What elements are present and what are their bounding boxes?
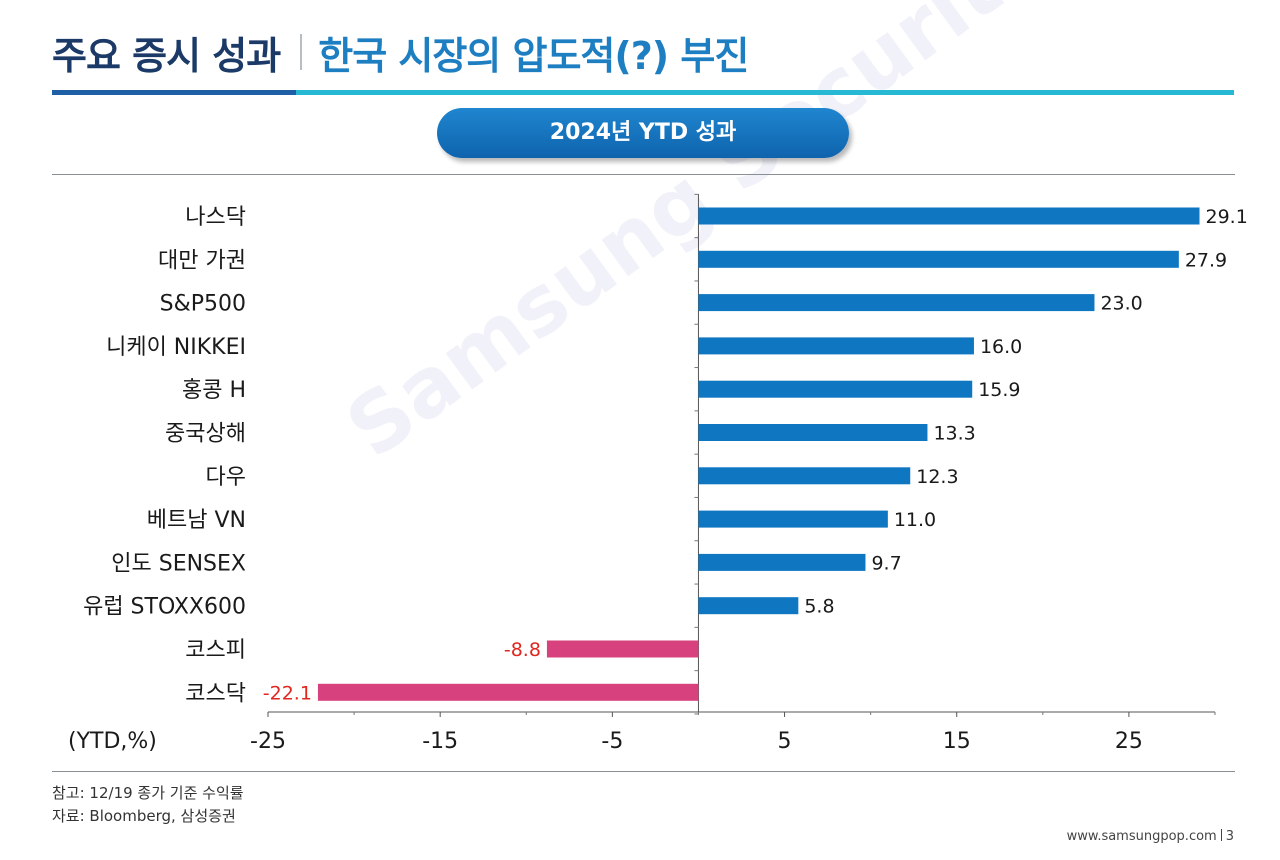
value-label: 23.0: [1100, 293, 1142, 315]
category-label: 베트남 VN: [147, 508, 246, 533]
category-label: 대만 가권: [158, 248, 246, 273]
performance-bar-chart: -25 -15 -5 5 15 25 (YTD,%) 나스닥 29.1 대만 가권 27.9 S&P5…: [68, 193, 1248, 754]
category-label: 다우: [206, 465, 246, 490]
bar: [698, 597, 799, 615]
footer: www.samsungpop.com 3: [1067, 829, 1234, 844]
page-number: 3: [1225, 829, 1234, 844]
axis-unit-label: (YTD,%): [68, 729, 157, 754]
bar: [698, 207, 1200, 225]
bar: [317, 683, 699, 701]
bar: [698, 553, 866, 571]
footer-divider: [1220, 829, 1222, 841]
x-tick-label: 15: [943, 729, 971, 754]
note-source: 자료: Bloomberg, 삼성증권: [52, 807, 236, 825]
category-label: 나스닥: [185, 205, 246, 230]
value-label: 16.0: [980, 336, 1022, 358]
value-label: -8.8: [504, 639, 541, 661]
value-label: -22.1: [263, 682, 312, 704]
page-title: 주요 증시 성과: [52, 33, 281, 78]
bar: [698, 294, 1095, 312]
value-label: 5.8: [804, 596, 834, 618]
value-label: 11.0: [894, 509, 936, 531]
bar: [546, 640, 699, 658]
footer-site: www.samsungpop.com: [1066, 829, 1217, 844]
value-label: 9.7: [871, 552, 901, 574]
note-reference: 참고: 12/19 종가 기준 수익률: [52, 784, 244, 802]
category-label: 니케이 NIKKEI: [106, 335, 246, 360]
category-label: 홍콩 H: [182, 378, 246, 403]
category-label: 코스피: [185, 638, 246, 663]
chart-title-badge: 2024년 YTD 성과: [437, 108, 849, 158]
page-subtitle: 한국 시장의 압도적(?) 부진: [318, 33, 749, 78]
x-tick-label: -5: [601, 729, 623, 754]
chart-bottom-rule: [52, 771, 1235, 772]
bar: [698, 510, 888, 528]
bar: [698, 380, 973, 398]
value-label: 15.9: [978, 379, 1020, 401]
chart-top-rule: [52, 174, 1235, 175]
bar: [698, 337, 974, 355]
value-label: 29.1: [1206, 206, 1248, 228]
title-underline-dark: [52, 90, 296, 95]
page-header: 주요 증시 성과 한국 시장의 압도적(?) 부진: [52, 20, 749, 84]
category-label: 중국상해: [165, 422, 246, 447]
category-label: 코스닥: [185, 681, 246, 706]
bar: [698, 250, 1179, 268]
title-divider: [300, 34, 303, 70]
x-tick-label: -15: [422, 729, 458, 754]
category-label: 유럽 STOXX600: [83, 595, 246, 620]
x-tick-label: 25: [1115, 729, 1143, 754]
category-label: 인도 SENSEX: [111, 551, 246, 576]
value-label: 12.3: [916, 466, 958, 488]
bar: [698, 424, 928, 441]
value-label: 13.3: [933, 423, 975, 445]
title-underline-teal: [296, 90, 1234, 95]
value-label: 27.9: [1185, 249, 1227, 271]
x-tick-label: 5: [778, 729, 792, 754]
x-tick-label: -25: [250, 729, 286, 754]
category-label: S&P500: [160, 292, 246, 317]
bar: [698, 467, 911, 485]
